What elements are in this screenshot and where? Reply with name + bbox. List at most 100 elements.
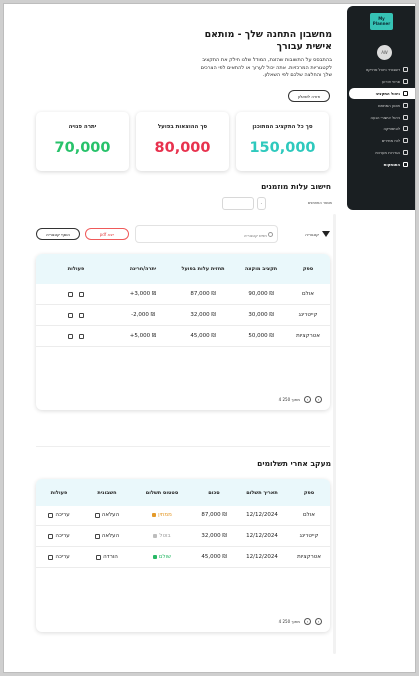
prev-page-icon[interactable]: ‹ (315, 396, 322, 403)
costs-table: ספק תקציב מוקצה תחזית עלות בפועל יתרה/חר… (36, 254, 330, 410)
table-row: אולם 12/12/2024 ₪ 87,000 ממתין העלאה ערי… (36, 505, 330, 526)
free-balance-value: 70,000 (54, 140, 111, 156)
edit-icon[interactable] (79, 291, 84, 297)
cell-invoice: העלאה (82, 512, 132, 518)
upload-icon (94, 533, 100, 539)
costs-table-header: ספק תקציב מוקצה תחזית עלות בפועל יתרה/חר… (36, 254, 330, 284)
actual-spending-card: סך ההוצאות בפועל 80,000 (136, 112, 229, 171)
pager-text: 4 מתוך 250 (278, 619, 300, 624)
trash-icon[interactable] (68, 312, 73, 318)
cell-invoice: העלאה (82, 533, 132, 539)
column-header-amount: סכום (208, 489, 220, 496)
prev-page-icon[interactable]: ‹ (315, 618, 322, 625)
cell-status: שולם (132, 554, 192, 560)
sidebar-item-label: דשבורד ניהול פרויקט (365, 67, 400, 73)
cell-allocated: ₪ 90,000 (248, 291, 274, 297)
cell-date: 12/12/2024 (246, 533, 278, 539)
edit-link[interactable]: עריכה (55, 554, 70, 560)
actual-spending-value: 80,000 (154, 140, 211, 156)
scrollbar[interactable] (333, 214, 336, 654)
search-input[interactable] (157, 230, 267, 240)
upload-icon (94, 512, 100, 518)
filter-label: קטגוריה (305, 231, 319, 237)
truck-icon (403, 126, 408, 132)
sidebar-item-venue-planning[interactable]: תכנון המתחם (347, 99, 415, 111)
status-badge: בוטל (159, 533, 171, 539)
sidebar-item-label: לוח מחירים (381, 138, 400, 144)
category-filter[interactable]: קטגוריה (285, 225, 330, 243)
avatar[interactable]: AW (377, 45, 392, 60)
category-search (135, 225, 278, 243)
invoice-download-link[interactable]: הורדה (103, 554, 118, 560)
payments-table: ספק תאריך תשלום סכום סטטוס תשלום חשבונית… (36, 479, 330, 632)
invoice-upload-link[interactable]: העלאה (101, 512, 120, 518)
page-title: מחשבון התחנה שלך - מותאם אישית עבורך (204, 29, 332, 52)
cell-date: 12/12/2024 (246, 554, 278, 560)
next-page-icon[interactable]: › (304, 618, 311, 625)
guests-count-field[interactable]: - (257, 197, 266, 210)
sidebar-item-settings[interactable]: הגדרות מערכת (347, 147, 415, 159)
invoice-upload-link[interactable]: העלאה (101, 533, 120, 539)
free-balance-card: יתרה פנויה 70,000 (36, 112, 129, 171)
row-actions (36, 291, 116, 297)
edit-icon (48, 512, 54, 518)
table-row: אטרקציות 12/12/2024 ₪ 45,000 שולם הורדה … (36, 547, 330, 568)
edit-icon[interactable] (79, 312, 84, 318)
sidebar-item-label: לוגיסטיקה (383, 126, 400, 132)
filter-icon (322, 231, 330, 237)
costs-pager: 4 מתוך 250 › ‹ (279, 396, 322, 403)
edit-link[interactable]: עריכה (55, 512, 70, 518)
column-header-date: תאריך תשלום (246, 489, 278, 496)
cell-supplier: אולם (302, 291, 314, 297)
payments-table-header: ספק תאריך תשלום סכום סטטוס תשלום חשבונית… (36, 479, 330, 506)
cell-diff: ₪ 3,000+ (129, 291, 157, 297)
column-header-supplier: ספק (302, 266, 314, 272)
planned-budget-card: סך כל התקציב המתוכנן 150,000 (236, 112, 329, 171)
column-header-status: סטטוס תשלום (145, 489, 179, 496)
sidebar-item-dashboard[interactable]: דשבורד ניהול פרויקט (347, 64, 415, 76)
card-label: סך ההוצאות בפועל (157, 124, 208, 130)
cell-status: ממתין (132, 512, 192, 518)
search-icon (268, 232, 273, 237)
sidebar-item-rsvp[interactable]: ניהול אישורי הגעה (347, 111, 415, 123)
cell-actions: עריכה (36, 533, 82, 539)
app-logo[interactable]: My Planner (370, 13, 393, 30)
check-icon (152, 555, 157, 559)
cell-allocated: ₪ 50,000 (248, 333, 274, 339)
next-page-icon[interactable]: › (304, 396, 311, 403)
sidebar-item-logout[interactable]: התנתקות (347, 158, 415, 170)
row-actions (36, 312, 116, 318)
cell-date: 12/12/2024 (246, 512, 278, 518)
table-row: קייטרינג ₪ 30,000 ₪ 32,000 ₪ 2,000- (36, 305, 330, 326)
export-pdf-button[interactable]: pdf ייצא (85, 228, 129, 240)
settings-icon (403, 149, 408, 155)
price-icon (403, 138, 408, 144)
trash-icon[interactable] (68, 333, 73, 339)
sidebar-item-event-details[interactable]: פרטי אירוע (347, 76, 415, 88)
edit-link[interactable]: עריכה (55, 533, 70, 539)
section-divider (36, 446, 330, 447)
column-header-allocated: תקציב מוקצה (244, 266, 278, 272)
back-to-questionnaire-button[interactable]: חזרה לשאלון (288, 90, 330, 102)
sidebar-item-logistics[interactable]: לוגיסטיקה (347, 123, 415, 135)
cancel-icon (153, 534, 158, 538)
guests-count-label: מספר המוזמנים (307, 201, 332, 205)
cell-status: בוטל (132, 533, 192, 539)
sidebar-item-prices[interactable]: לוח מחירים (347, 135, 415, 147)
sidebar: My Planner AW דשבורד ניהול פרויקט פרטי א… (347, 6, 415, 210)
cell-forecast: ₪ 87,000 (190, 291, 216, 297)
edit-icon[interactable] (79, 333, 84, 339)
cell-amount: ₪ 87,000 (201, 512, 227, 518)
table-row: קייטרינג 12/12/2024 ₪ 32,000 בוטל העלאה … (36, 526, 330, 547)
trash-icon[interactable] (68, 291, 73, 297)
column-header-actions: פעולות (50, 489, 68, 496)
sidebar-item-budget[interactable]: ניהול התקציב (349, 87, 415, 100)
sidebar-item-label: ניהול התקציב (375, 90, 400, 96)
guests-count-input[interactable] (222, 197, 254, 210)
column-header-supplier: ספק (303, 489, 315, 496)
payments-section-title: מעקב אחרי תשלומים (257, 459, 331, 468)
column-header-actions: פעולות (67, 266, 85, 272)
sidebar-item-label: תכנון המתחם (378, 102, 400, 108)
add-category-button[interactable]: הוסף קטגוריה (36, 228, 80, 240)
dashboard-icon (403, 67, 408, 73)
